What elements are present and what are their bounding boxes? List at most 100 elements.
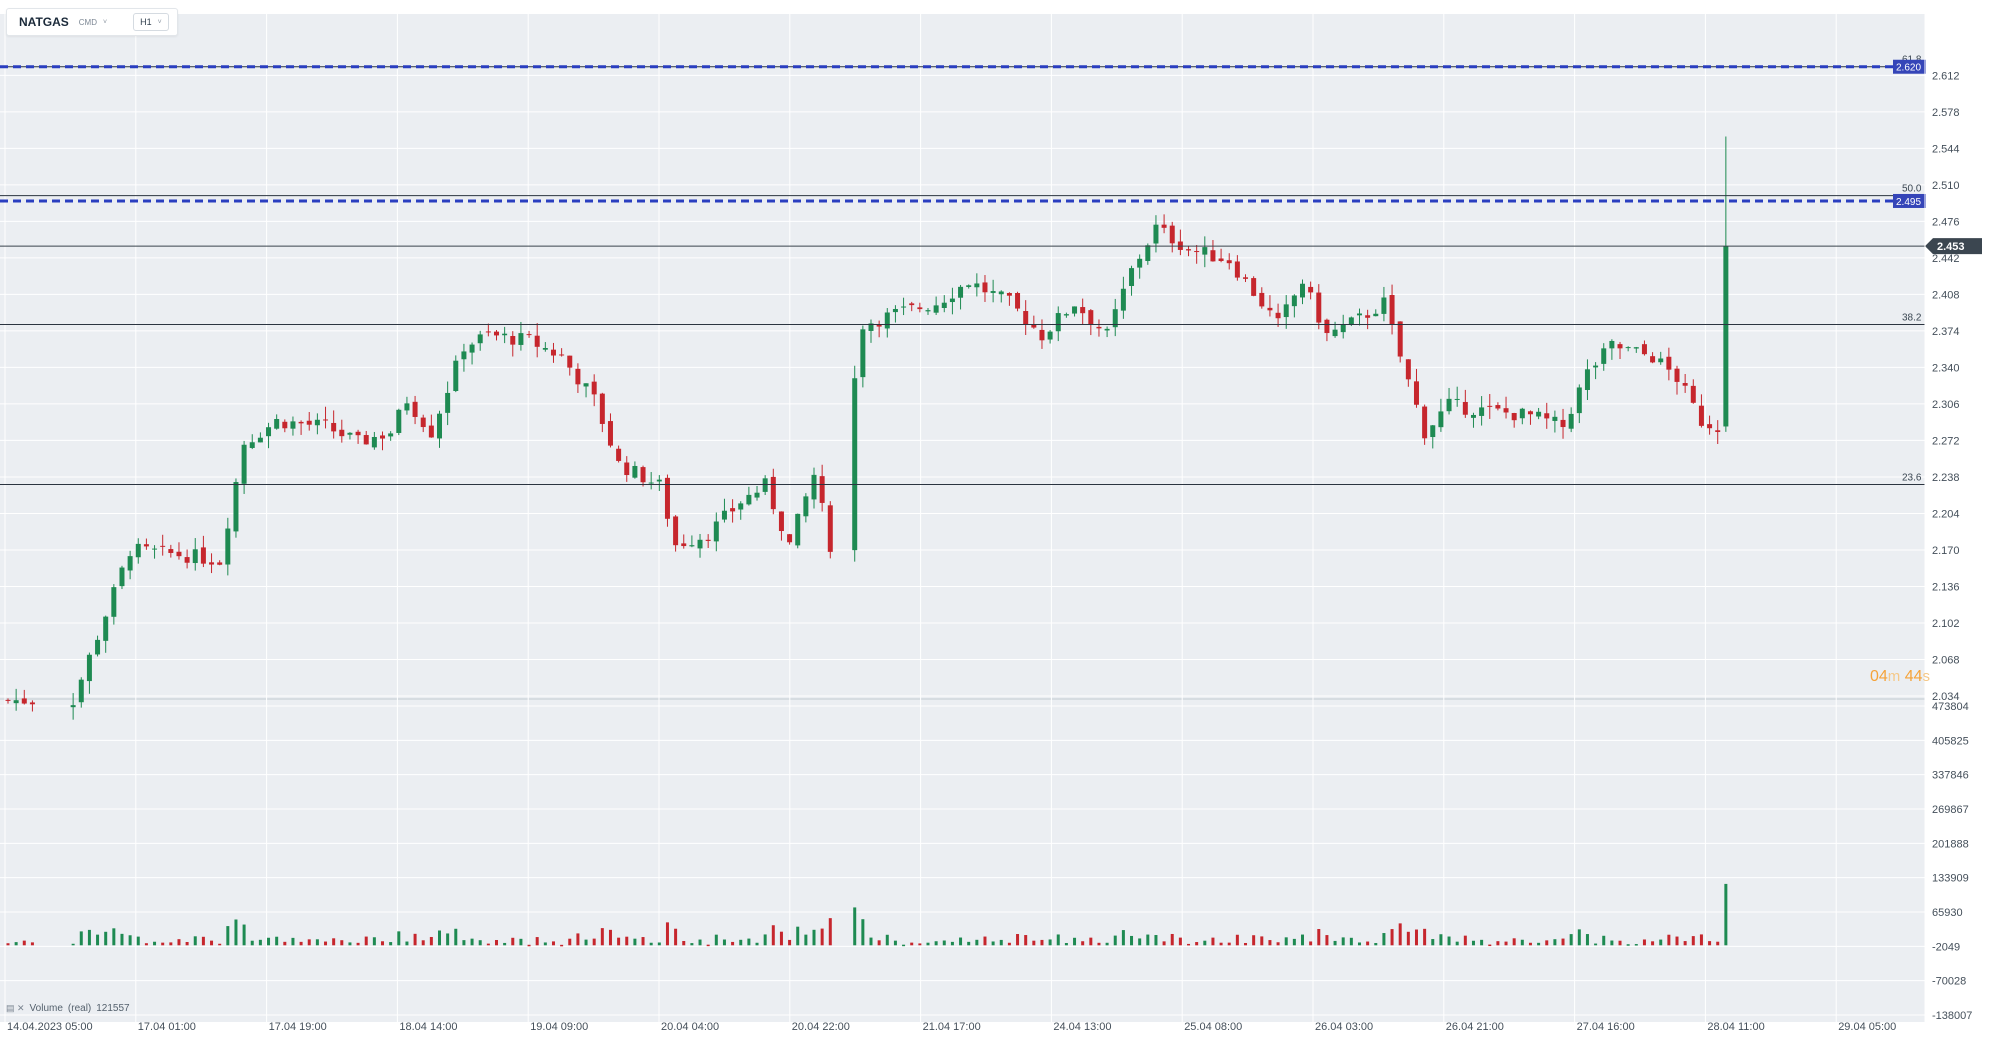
volume-bar [1618, 940, 1622, 946]
candle-body [656, 479, 662, 482]
candle-body [103, 616, 109, 641]
candle-body [1365, 315, 1371, 318]
candle-body [192, 549, 198, 564]
volume-bar [934, 941, 938, 946]
candle-body [1593, 365, 1599, 368]
price-tick-label: 2.102 [1932, 618, 1960, 630]
candle-body [314, 419, 320, 426]
volume-bar [1235, 934, 1239, 946]
volume-bar [625, 936, 629, 946]
volume-bar [592, 938, 596, 946]
price-tick-label: 2.544 [1932, 143, 1960, 155]
target-price-tag [1893, 193, 1926, 208]
volume-settings-icon[interactable]: ▤ ✕ [6, 1003, 25, 1013]
timeframe-select[interactable]: H1 ˅ [133, 13, 169, 31]
volume-bar [568, 938, 572, 946]
volume-bar [967, 941, 971, 946]
candle-body [1186, 249, 1192, 251]
volume-bar [779, 931, 783, 946]
candle-body [705, 539, 711, 541]
candle-body [168, 549, 174, 553]
volume-bar [1138, 938, 1142, 946]
countdown-minutes: 04 [1869, 668, 1888, 685]
volume-bar [1634, 944, 1638, 946]
candle-body [412, 401, 418, 417]
volume-bar [1659, 939, 1663, 946]
volume-bar [218, 943, 222, 946]
candle-body [1633, 347, 1639, 349]
volume-bar [1374, 943, 1378, 946]
candle-body [257, 437, 263, 443]
volume-bar [788, 939, 792, 946]
volume-bar [511, 937, 515, 946]
target-price-label: 2.620 [1896, 63, 1921, 74]
candle-body [1617, 344, 1623, 349]
volume-bar [1520, 939, 1524, 946]
plot-area [0, 14, 1925, 1022]
candle-body [599, 393, 605, 424]
volume-bar [1366, 941, 1370, 946]
candles-group [5, 136, 1729, 720]
candle-body [371, 436, 377, 448]
volume-bar [641, 937, 645, 946]
candle-body [1348, 317, 1354, 325]
candle-body [648, 482, 654, 484]
candle-body [420, 417, 426, 428]
volume-bar [739, 939, 743, 946]
time-tick-label: 20.04 04:00 [661, 1021, 719, 1033]
candle-body [1511, 413, 1517, 421]
candle-body [95, 639, 101, 655]
candle-body [787, 534, 793, 543]
candle-body [1446, 398, 1452, 412]
candle-body [1430, 425, 1436, 438]
volume-legend[interactable]: ▤ ✕ Volume (real) 121557 [6, 1003, 130, 1014]
candle-body [323, 419, 329, 421]
candle-body [1291, 295, 1297, 307]
candle-body [949, 298, 955, 303]
candle-body [152, 548, 158, 550]
volume-bar [136, 936, 140, 946]
candle-body [184, 557, 190, 563]
price-tick-label: 2.170 [1932, 545, 1960, 557]
candle-body [721, 510, 727, 520]
volume-bar [1691, 936, 1695, 946]
volume-tick-label: 473804 [1932, 701, 1969, 713]
candle-body [526, 334, 532, 336]
volume-bar [1227, 942, 1231, 946]
volume-bar [267, 937, 271, 946]
candle-body [306, 420, 312, 425]
volume-bar [153, 941, 157, 946]
chevron-down-icon[interactable]: ˅ [103, 18, 108, 26]
price-tick-label: 2.136 [1932, 581, 1960, 593]
candle-body [673, 516, 679, 546]
volume-bar [1268, 940, 1272, 946]
candle-body [1625, 347, 1631, 349]
volume-bar [1032, 940, 1036, 946]
symbol-selector[interactable]: NATGAS CMD ˅ H1 ˅ [6, 8, 178, 36]
candle-body [1023, 311, 1029, 325]
volume-value: 121557 [96, 1003, 130, 1014]
volume-bar [1724, 883, 1728, 946]
volume-bar [234, 919, 238, 946]
volume-bar [983, 936, 987, 946]
volume-bar [397, 931, 401, 946]
volume-bar [543, 942, 547, 946]
fib-level-label: 50.0 [1902, 184, 1922, 195]
volume-bar [682, 940, 686, 946]
volume-bar [1187, 943, 1191, 946]
volume-bar [1406, 931, 1410, 946]
candle-body [241, 444, 247, 484]
volume-bar [1073, 937, 1077, 946]
volume-bar [1089, 937, 1093, 946]
volume-bar [1349, 937, 1353, 946]
candle-body [1129, 268, 1135, 286]
candle-body [925, 310, 931, 312]
volume-bar [1471, 940, 1475, 946]
candle-body [1650, 356, 1656, 363]
volume-bar [226, 926, 230, 946]
volume-bar [600, 928, 604, 946]
candle-body [469, 344, 475, 353]
price-tick-label: 2.442 [1932, 253, 1960, 265]
